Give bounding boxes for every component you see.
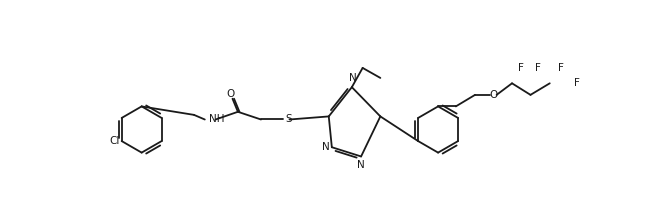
Text: F: F bbox=[574, 78, 580, 88]
Text: F: F bbox=[559, 63, 564, 73]
Text: Cl: Cl bbox=[110, 136, 120, 146]
Text: F: F bbox=[535, 63, 541, 73]
Text: O: O bbox=[227, 89, 235, 99]
Text: S: S bbox=[286, 115, 292, 125]
Text: O: O bbox=[490, 90, 497, 100]
Text: N: N bbox=[357, 160, 365, 170]
Text: NH: NH bbox=[209, 115, 224, 125]
Text: N: N bbox=[349, 73, 357, 83]
Text: F: F bbox=[519, 63, 524, 73]
Text: N: N bbox=[322, 142, 330, 152]
